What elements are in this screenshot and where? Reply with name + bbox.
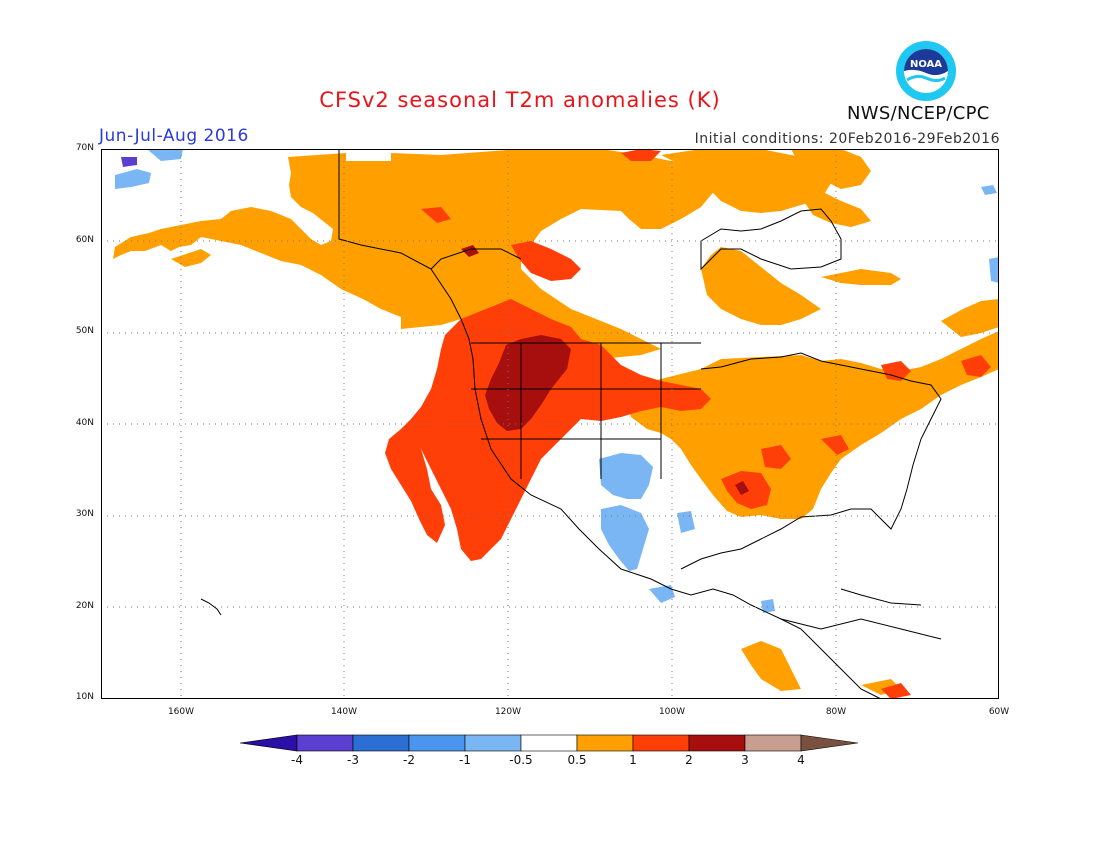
colorbar-label: 3 <box>741 753 749 767</box>
anomaly-0p5-1-regions <box>113 149 999 695</box>
lon-label-100w: 100W <box>658 707 686 717</box>
svg-text:NOAA: NOAA <box>910 59 942 70</box>
anomaly-map <box>101 149 999 699</box>
colorbar-label: 0.5 <box>567 753 587 767</box>
colorbar-swatch <box>800 734 859 752</box>
map-title: CFSv2 seasonal T2m anomalies (K) <box>319 88 721 112</box>
colorbar-swatch <box>688 734 746 752</box>
colorbar-label: 4 <box>797 753 805 767</box>
anomaly-neg-strong-regions <box>121 157 137 167</box>
colorbar-swatch <box>408 734 466 752</box>
colorbar-label: -4 <box>291 753 303 767</box>
lon-label-160w: 160W <box>167 707 195 717</box>
colorbar-swatch <box>744 734 802 752</box>
lat-label-20n: 20N <box>75 601 94 611</box>
colorbar-swatch <box>296 734 354 752</box>
colorbar-swatch <box>352 734 410 752</box>
colorbar-label: 1 <box>629 753 637 767</box>
lon-label-80w: 80W <box>825 707 847 717</box>
lat-label-30n: 30N <box>75 509 94 519</box>
colorbar <box>240 734 859 752</box>
noaa-logo-icon: NOAA <box>896 41 956 101</box>
lat-label-10n: 10N <box>75 692 94 702</box>
agency-label: NWS/NCEP/CPC <box>847 103 990 124</box>
anomaly-neg-regions <box>115 149 999 613</box>
colorbar-swatch <box>576 734 634 752</box>
colorbar-label: -2 <box>403 753 415 767</box>
colorbar-label: 2 <box>685 753 693 767</box>
lon-label-140w: 140W <box>330 707 358 717</box>
lat-label-50n: 50N <box>75 326 94 336</box>
lon-label-120w: 120W <box>494 707 522 717</box>
colorbar-swatch <box>632 734 690 752</box>
coastline-lines <box>200 149 942 699</box>
initial-conditions-label: Initial conditions: 20Feb2016-29Feb2016 <box>694 131 1000 147</box>
anomaly-2-3-regions <box>461 245 749 495</box>
colorbar-swatch <box>464 734 522 752</box>
colorbar-swatches <box>240 734 859 752</box>
lat-label-60n: 60N <box>75 235 94 245</box>
lat-label-70n: 70N <box>75 143 94 153</box>
colorbar-label: -1 <box>459 753 471 767</box>
season-label: Jun-Jul-Aug 2016 <box>99 126 249 146</box>
colorbar-label: -0.5 <box>509 753 533 767</box>
lon-label-60w: 60W <box>988 707 1010 717</box>
colorbar-label: -3 <box>347 753 359 767</box>
colorbar-swatch <box>520 734 578 752</box>
colorbar-swatch <box>240 734 298 752</box>
lat-label-40n: 40N <box>75 418 94 428</box>
